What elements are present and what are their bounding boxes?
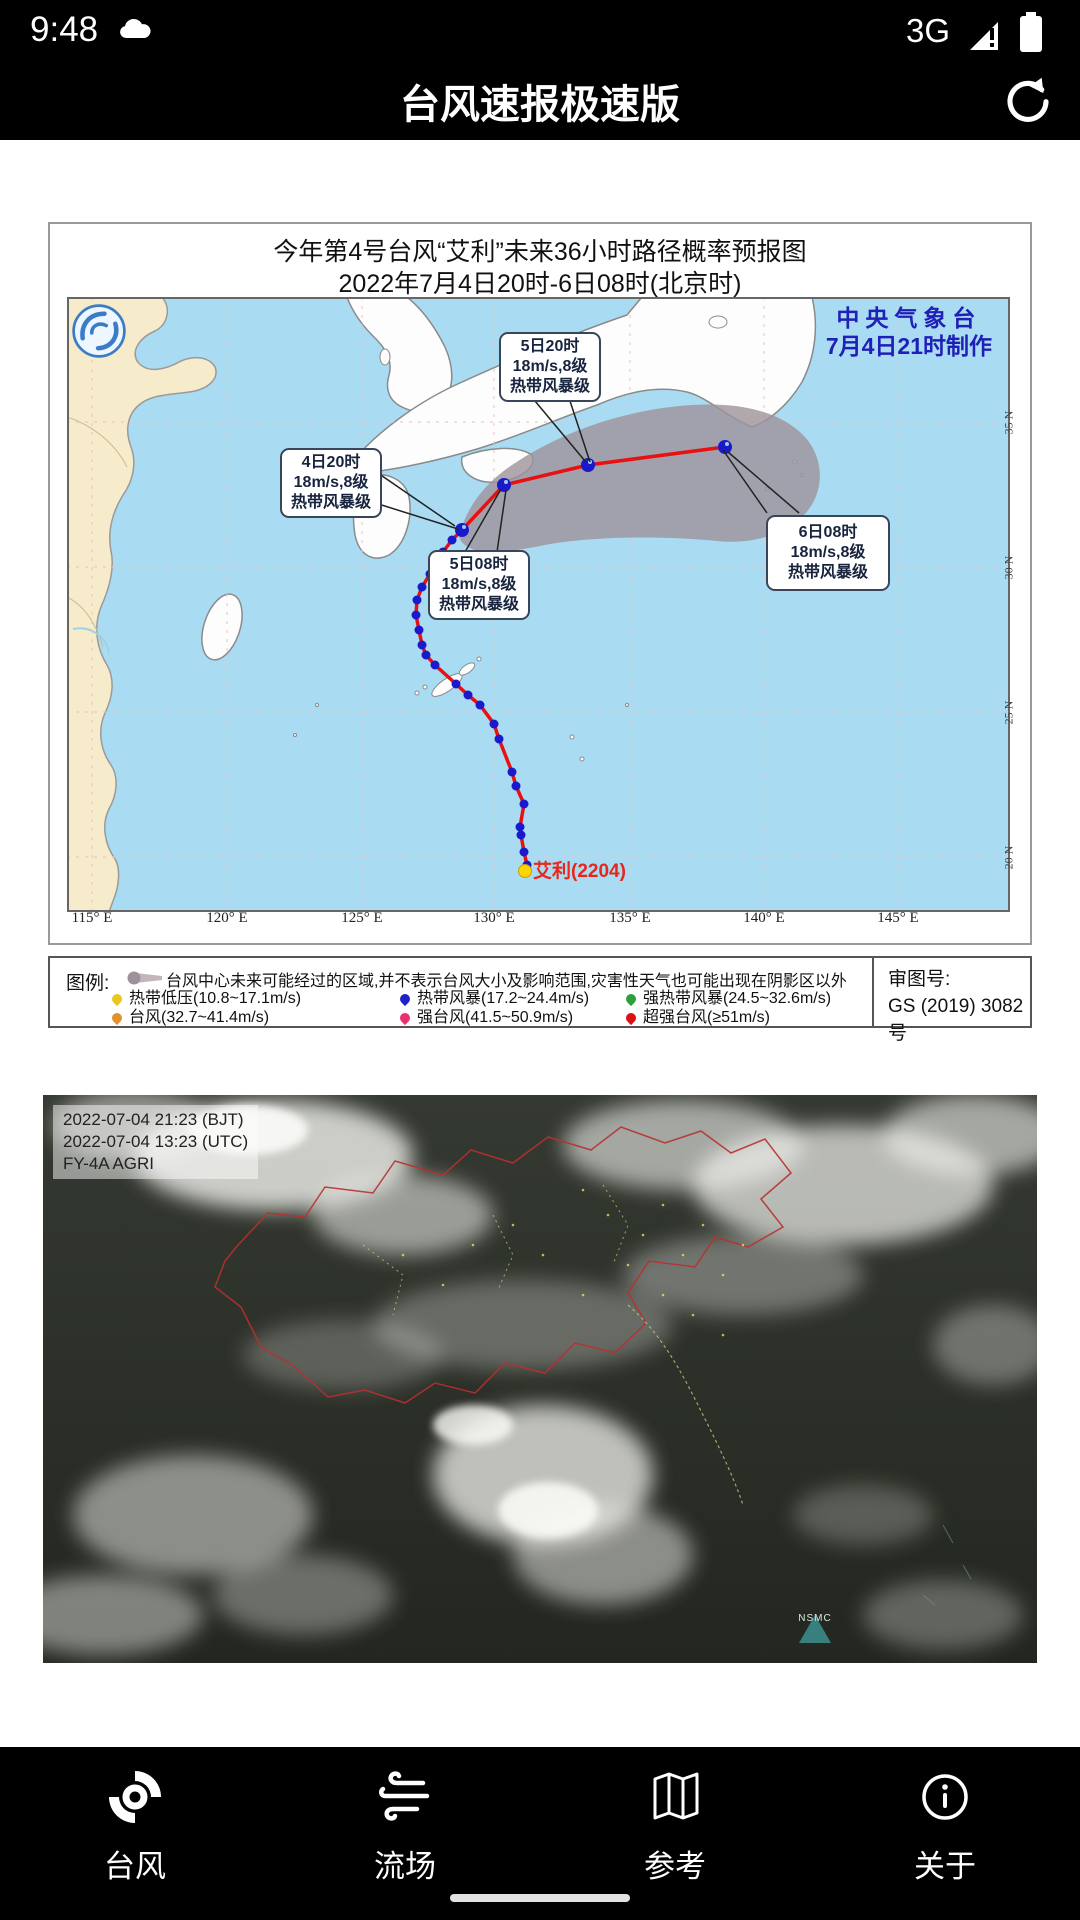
battery-icon — [1018, 12, 1044, 57]
longitude-tick-label: 145° E — [877, 910, 919, 926]
current-position-marker — [518, 864, 532, 878]
typhoon-track — [414, 445, 726, 872]
longitude-tick-label: 135° E — [609, 910, 651, 926]
typhoon-category-icon — [109, 991, 125, 1006]
legend-category: 台风(32.7~41.4m/s) — [109, 1008, 400, 1027]
legend-title: 图例: — [66, 973, 110, 994]
nav-label-typhoon: 台风 — [104, 1849, 166, 1884]
coastline-overlay — [922, 1524, 972, 1606]
nav-item-typhoon[interactable]: 台风 — [0, 1747, 270, 1920]
cma-logo-icon — [70, 302, 128, 365]
forecast-points — [455, 440, 732, 537]
typhoon-category-icon — [397, 991, 413, 1006]
satellite-metadata: 2022-07-04 21:23 (BJT) 2022-07-04 13:23 … — [53, 1105, 259, 1179]
satellite-clouds — [43, 1095, 1037, 1663]
wind-flow-icon — [377, 1769, 433, 1828]
satellite-time-utc: 2022-07-04 13:23 (UTC) — [63, 1132, 249, 1151]
satellite-image: 2022-07-04 21:23 (BJT) 2022-07-04 13:23 … — [43, 1095, 1037, 1663]
map-title-line1: 今年第4号台风“艾利”未来36小时路径概率预报图 — [273, 238, 807, 266]
province-borders-overlay — [362, 1184, 629, 1316]
license-number: GS (2019) 3082号 — [888, 996, 1024, 1044]
china-landmass — [67, 297, 217, 912]
taiwan-landmass — [201, 593, 243, 661]
legend-category: 强热带风暴(24.5~32.6m/s) — [623, 989, 832, 1008]
satellite-sensor: FY-4A AGRI — [63, 1154, 155, 1173]
forecast-map-card: 今年第4号台风“艾利”未来36小时路径概率预报图 2022年7月4日20时-6日… — [48, 222, 1032, 945]
legend-category: 强台风(41.5~50.9m/s) — [397, 1008, 626, 1027]
map-icon — [647, 1769, 703, 1828]
china-border-overlay — [214, 1126, 793, 1404]
typhoon-category-icon — [623, 1010, 639, 1025]
nav-label-about: 关于 — [914, 1849, 976, 1884]
typhoon-icon — [107, 1769, 163, 1828]
longitude-tick-label: 130° E — [473, 910, 515, 926]
agency-credit: 中央气象台 7月4日21时制作 — [826, 304, 992, 360]
cone-legend-icon — [126, 970, 164, 991]
legend-category-label: 强台风(41.5~50.9m/s) — [417, 1009, 574, 1026]
intensity-legend: 热带低压(10.8~17.1m/s) 热带风暴(17.2~24.4m/s) 强热… — [109, 989, 832, 1027]
latitude-tick-label: 20 N — [1001, 845, 1016, 870]
satellite-time-bjt: 2022-07-04 21:23 (BJT) — [63, 1110, 244, 1129]
signal-strength-icon — [968, 20, 1002, 57]
forecast-map — [67, 297, 1010, 912]
nsmc-watermark: NSMC — [798, 1613, 832, 1624]
longitude-tick-label: 115° E — [71, 910, 113, 926]
latitude-tick-label: 25 N — [1001, 700, 1016, 725]
map-title-line2: 2022年7月4日20时-6日08时(北京时) — [338, 270, 742, 298]
license-label: 审图号: — [888, 969, 951, 990]
longitude-tick-label: 120° E — [206, 910, 248, 926]
legend-category: 超强台风(≥51m/s) — [623, 1008, 831, 1027]
longitude-tick-label: 125° E — [341, 910, 383, 926]
nav-item-flowfield[interactable]: 流场 — [270, 1747, 540, 1920]
city-lights-overlay — [401, 1188, 745, 1337]
typhoon-category-icon — [109, 1010, 125, 1025]
refresh-button[interactable] — [1004, 76, 1052, 124]
bottom-nav: 台风 流场 参考 — [0, 1747, 1080, 1920]
typhoon-category-icon — [397, 1010, 413, 1025]
weather-cloud-icon — [118, 16, 152, 47]
legend-category-label: 台风(32.7~41.4m/s) — [129, 1009, 270, 1026]
nav-label-flowfield: 流场 — [374, 1849, 436, 1884]
latitude-tick-label: 30 N — [1001, 555, 1016, 580]
home-indicator[interactable] — [450, 1894, 630, 1902]
callout-leaders — [371, 400, 800, 553]
network-type-label: 3G — [905, 12, 950, 49]
legend-category: 热带低压(10.8~17.1m/s) — [109, 989, 400, 1008]
page-title: 台风速报极速版 — [400, 83, 680, 127]
map-license: 审图号: GS (2019) 3082号 — [872, 958, 1030, 1044]
nav-item-about[interactable]: 关于 — [810, 1747, 1080, 1920]
legend-category-label: 强热带风暴(24.5~32.6m/s) — [643, 990, 832, 1007]
agency-name: 中央气象台 — [836, 305, 982, 331]
nav-item-reference[interactable]: 参考 — [540, 1747, 810, 1920]
probability-cone — [459, 404, 820, 552]
storm-name-label: 艾利(2204) — [533, 861, 626, 882]
clock: 9:48 — [30, 10, 99, 49]
cone-legend-text: 台风中心未来可能经过的区域,并不表示台风大小及影响范围,灾害性天气也可能出现在阴… — [166, 973, 847, 990]
info-icon — [917, 1769, 973, 1828]
legend-category-label: 超强台风(≥51m/s) — [643, 1009, 771, 1026]
legend-category-label: 热带低压(10.8~17.1m/s) — [129, 990, 302, 1007]
latitude-tick-label: 35 N — [1001, 410, 1016, 435]
typhoon-category-icon — [623, 991, 639, 1006]
legend-category: 热带风暴(17.2~24.4m/s) — [397, 989, 626, 1008]
legend-category-label: 热带风暴(17.2~24.4m/s) — [417, 990, 590, 1007]
map-legend: 图例: 台风中心未来可能经过的区域,并不表示台风大小及影响范围,灾害性天气也可能… — [48, 956, 1032, 1044]
longitude-tick-label: 140° E — [743, 910, 785, 926]
nsmc-logo-icon — [799, 1615, 831, 1643]
header-bar: 9:48 3G 台风速报极速版 — [0, 0, 1080, 140]
korea-landmass — [346, 297, 453, 412]
nav-label-reference: 参考 — [644, 1849, 706, 1884]
agency-issue-time: 7月4日21时制作 — [825, 333, 992, 359]
